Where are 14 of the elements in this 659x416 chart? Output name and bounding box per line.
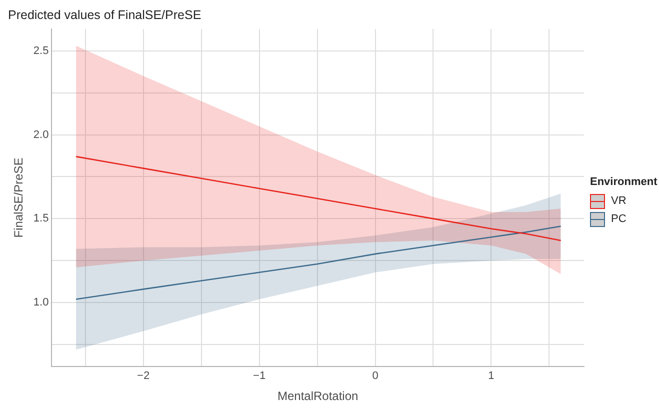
x-tick-label: 0 [372, 370, 378, 382]
x-axis-title: MentalRotation [277, 389, 358, 404]
legend-label: VR [611, 195, 626, 207]
x-tick-label: 1 [488, 370, 494, 382]
legend-title: Environment [590, 176, 658, 188]
y-tick-label: 1.0 [33, 296, 49, 309]
x-tick-label: −1 [253, 370, 266, 382]
chart-title: Predicted values of FinalSE/PreSE [8, 8, 202, 22]
y-axis-title: FinalSE/PreSE [12, 158, 26, 238]
legend-label: PC [611, 213, 626, 225]
y-tick-label: 1.5 [33, 212, 49, 225]
y-tick-label: 2.5 [33, 44, 49, 57]
y-tick-label: 2.0 [33, 128, 49, 141]
x-tick-label: −2 [137, 370, 150, 382]
